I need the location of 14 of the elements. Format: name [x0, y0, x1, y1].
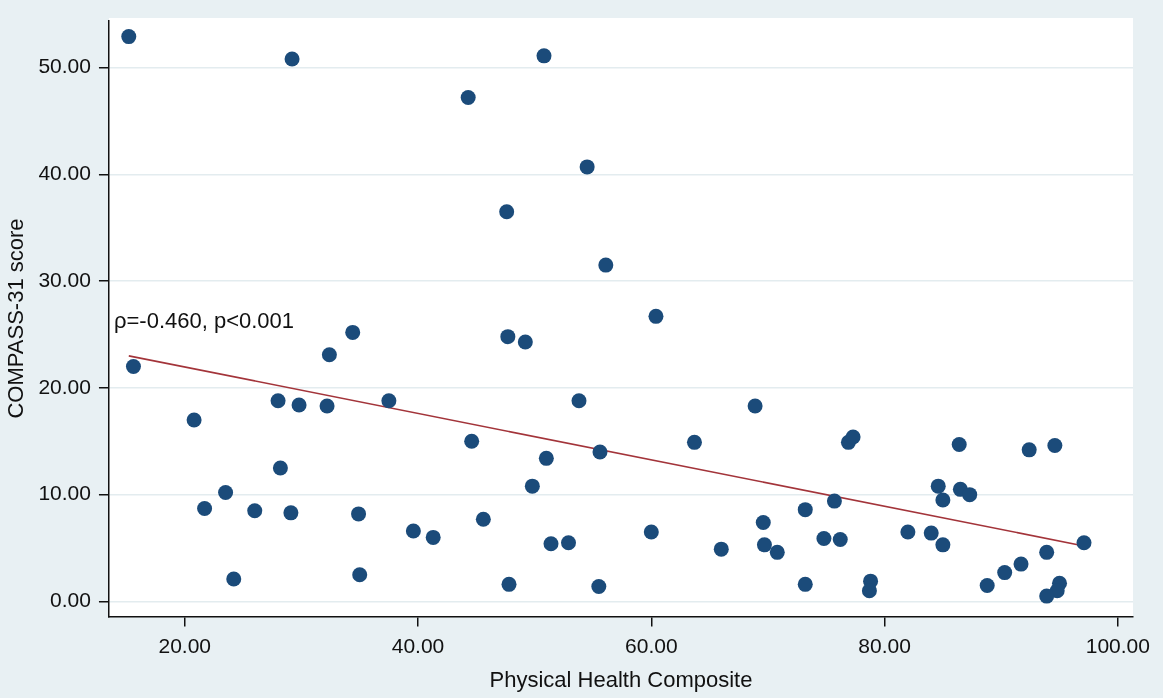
x-tick-label: 20.00: [158, 633, 212, 657]
y-tick-label: 50.00: [38, 54, 91, 78]
y-tick-label: 40.00: [38, 161, 91, 185]
y-axis-title: COMPASS-31 score: [3, 218, 29, 419]
x-tick-label: 80.00: [858, 633, 911, 657]
x-tick-label: 100.00: [1085, 633, 1150, 657]
y-tick-label: 0.00: [50, 588, 91, 612]
y-tick-label: 10.00: [38, 481, 91, 505]
x-axis-title: Physical Health Composite: [489, 666, 753, 692]
x-tick-label: 40.00: [391, 633, 445, 657]
y-tick-label: 20.00: [38, 374, 91, 398]
y-tick-label: 30.00: [38, 267, 91, 291]
x-tick-label: 60.00: [625, 633, 678, 657]
annotation: ρ=-0.460, p<0.001: [113, 308, 295, 334]
